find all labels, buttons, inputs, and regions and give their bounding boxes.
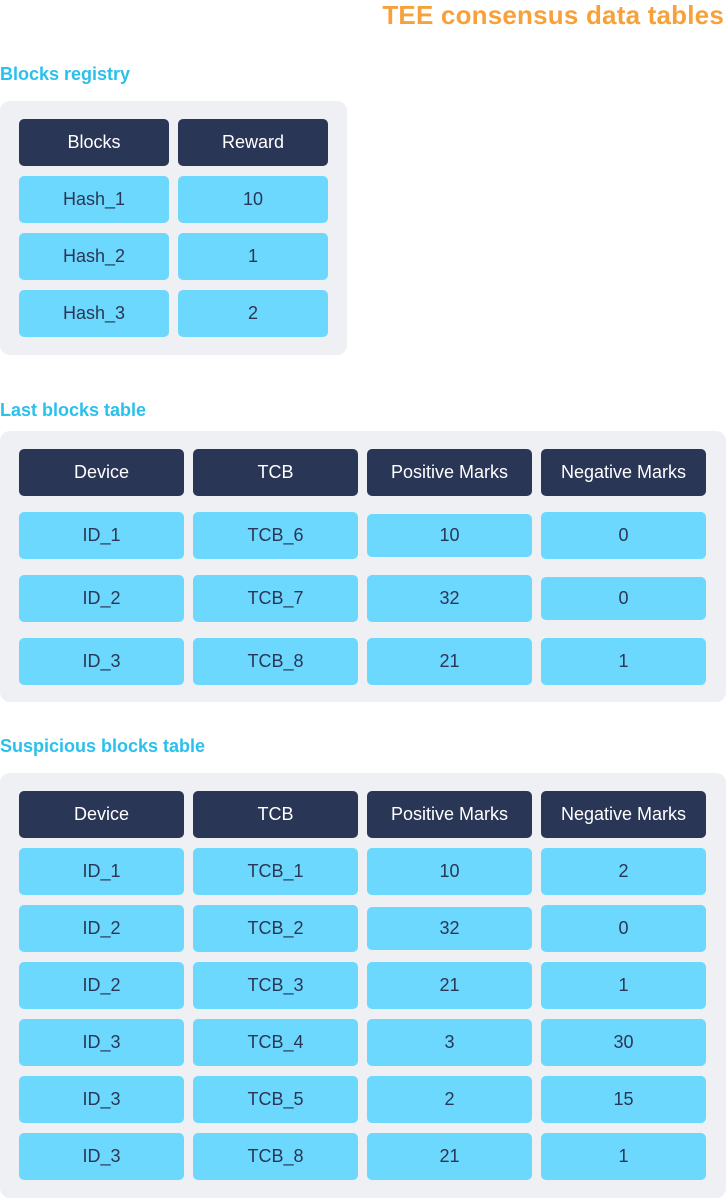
table-cell: 10 [367, 514, 532, 557]
table-cell: ID_1 [19, 512, 184, 559]
column-header-positive-marks: Positive Marks [367, 449, 532, 496]
table-cell: 10 [178, 176, 328, 223]
table-cell: ID_2 [19, 962, 184, 1009]
last-blocks-heading: Last blocks table [0, 400, 147, 420]
table-cell: 2 [541, 848, 706, 895]
column-header-tcb: TCB [193, 791, 358, 838]
column-header-negative-marks: Negative Marks [541, 449, 706, 496]
table-cell: 32 [367, 907, 532, 950]
table-cell: 2 [367, 1076, 532, 1123]
table-cell: 0 [541, 512, 706, 559]
table-cell: TCB_8 [193, 1133, 358, 1180]
table-cell: 21 [367, 638, 532, 685]
table-cell: 21 [367, 962, 532, 1009]
column-header-device: Device [19, 449, 184, 496]
table-cell: Hash_3 [19, 290, 169, 337]
table-cell: ID_3 [19, 1133, 184, 1180]
table-cell: 0 [541, 905, 706, 952]
table-cell: 0 [541, 577, 706, 620]
table-cell: TCB_1 [193, 848, 358, 895]
table-cell: 1 [178, 233, 328, 280]
table-cell: TCB_3 [193, 962, 358, 1009]
table-cell: 32 [367, 575, 532, 622]
column-header-blocks: Blocks [19, 119, 169, 166]
table-cell: TCB_2 [193, 905, 358, 952]
table-cell: ID_1 [19, 848, 184, 895]
column-header-positive-marks: Positive Marks [367, 791, 532, 838]
table-cell: ID_3 [19, 1076, 184, 1123]
table-cell: 21 [367, 1133, 532, 1180]
blocks-registry-panel: Blocks Reward Hash_1 10 Hash_2 1 Hash_3 … [0, 101, 347, 355]
table-cell: 30 [541, 1019, 706, 1066]
table-cell: 3 [367, 1019, 532, 1066]
table-cell: Hash_1 [19, 176, 169, 223]
column-header-device: Device [19, 791, 184, 838]
table-cell: 2 [178, 290, 328, 337]
last-blocks-panel: Device TCB Positive Marks Negative Marks… [0, 431, 726, 702]
page-title: TEE consensus data tables [382, 0, 724, 30]
table-cell: 1 [541, 1133, 706, 1180]
table-cell: Hash_2 [19, 233, 169, 280]
table-cell: TCB_4 [193, 1019, 358, 1066]
table-cell: 1 [541, 638, 706, 685]
table-cell: ID_2 [19, 905, 184, 952]
suspicious-blocks-panel: Device TCB Positive Marks Negative Marks… [0, 773, 726, 1198]
suspicious-blocks-heading: Suspicious blocks table [0, 736, 206, 756]
table-cell: 10 [367, 848, 532, 895]
table-cell: TCB_8 [193, 638, 358, 685]
blocks-registry-heading: Blocks registry [0, 64, 131, 84]
column-header-tcb: TCB [193, 449, 358, 496]
table-cell: TCB_6 [193, 512, 358, 559]
table-cell: ID_2 [19, 575, 184, 622]
table-cell: TCB_7 [193, 575, 358, 622]
table-cell: 15 [541, 1076, 706, 1123]
column-header-reward: Reward [178, 119, 328, 166]
column-header-negative-marks: Negative Marks [541, 791, 706, 838]
table-cell: TCB_5 [193, 1076, 358, 1123]
table-cell: 1 [541, 962, 706, 1009]
table-cell: ID_3 [19, 1019, 184, 1066]
table-cell: ID_3 [19, 638, 184, 685]
